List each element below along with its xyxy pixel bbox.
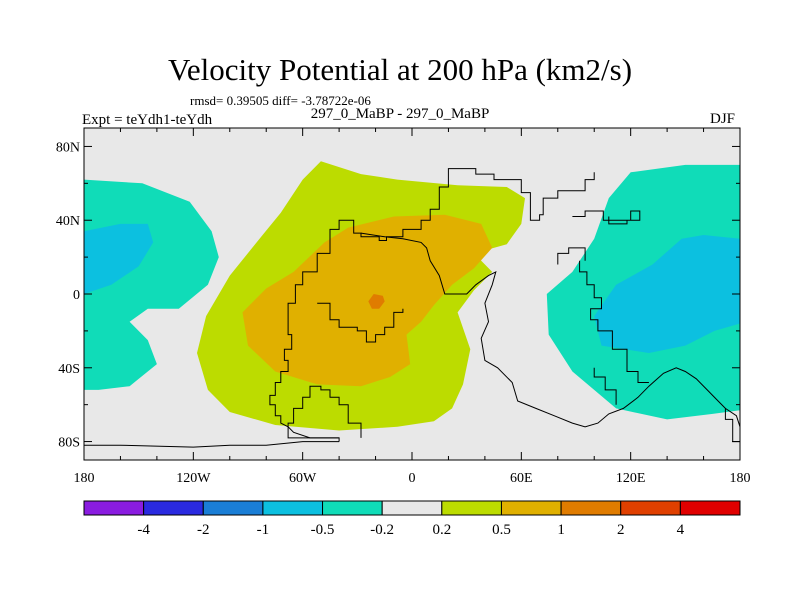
colorbar-label: 1 <box>557 522 565 538</box>
x-tick-label: 60W <box>289 471 317 486</box>
coastline-6 <box>572 210 641 225</box>
coastline-5 <box>579 260 649 383</box>
colorbar-swatch <box>143 500 204 516</box>
colorbar-swatch <box>381 500 443 516</box>
colorbar-swatch <box>262 500 324 516</box>
colorbar-label: 2 <box>617 522 625 538</box>
y-tick-label: 80S <box>58 436 80 451</box>
axis-layer: 180 120W 60W 0 60E 120E 180 80N 40N 0 40S 80S <box>56 127 751 486</box>
x-tick-label: 60E <box>510 471 533 486</box>
colorbar-swatch <box>322 500 383 516</box>
colorbar-swatch <box>441 500 502 516</box>
colorbar-swatch <box>83 500 145 516</box>
coastline-1 <box>360 232 740 428</box>
season-label: DJF <box>710 111 736 127</box>
coastline-2 <box>317 302 404 343</box>
colorbar-swatch <box>560 500 622 516</box>
y-tick-label: 40S <box>58 362 80 377</box>
y-tick-label: 80N <box>56 140 80 155</box>
colorbar-label: -4 <box>137 522 150 538</box>
y-tick-label: 40N <box>56 214 80 229</box>
contour-group <box>84 161 740 448</box>
colorbar-label: -0.5 <box>311 522 335 538</box>
contour-region-negative-east-inner <box>594 235 740 353</box>
x-tick-label: 120E <box>616 471 646 486</box>
x-tick-label: 180 <box>730 471 751 486</box>
colorbar-swatch <box>202 500 264 516</box>
colorbar-label: 0.5 <box>492 522 511 538</box>
colorbar-swatch <box>500 500 562 516</box>
coastline-3 <box>84 441 340 448</box>
experiment-label: Expt = teYdh1-teYdh <box>82 112 213 128</box>
colorbar-swatch <box>679 500 741 516</box>
contour-region-positive-core <box>368 294 385 309</box>
coastline-0 <box>269 168 595 442</box>
colorbar-label: -0.2 <box>370 522 394 538</box>
colorbar-label: 0.2 <box>432 522 451 538</box>
stats-label: rmsd= 0.39505 diff= -3.78722e-06 <box>190 93 371 108</box>
x-tick-label: 180 <box>74 471 95 486</box>
case-label: 297_0_MaBP - 297_0_MaBP <box>310 106 490 122</box>
colorbar-label: -1 <box>257 522 270 538</box>
chart-title: Velocity Potential at 200 hPa (km2/s) <box>167 52 633 87</box>
coastline-4 <box>287 385 362 439</box>
colorbar-swatch <box>620 500 681 516</box>
map-layer <box>84 128 740 460</box>
coastline-7 <box>557 247 586 265</box>
contour-region-negative-west-inner <box>84 223 154 294</box>
coastline-8 <box>593 367 617 405</box>
x-tick-label: 120W <box>176 471 211 486</box>
colorbar: -4 -2 -1 -0.5 -0.2 0.2 0.5 1 2 4 <box>83 500 741 538</box>
colorbar-label: -2 <box>197 522 210 538</box>
x-tick-label: 0 <box>409 471 416 486</box>
colorbar-label: 4 <box>677 522 685 538</box>
y-tick-label: 0 <box>73 288 80 303</box>
